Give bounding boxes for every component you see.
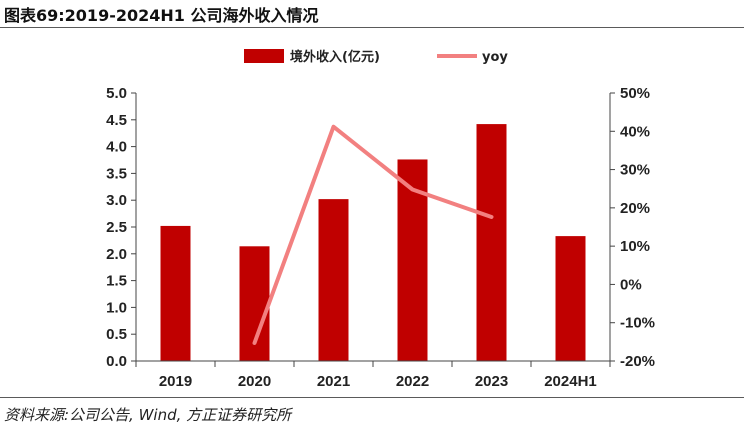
- left-tick-label: 0.0: [106, 353, 127, 370]
- source-divider: [0, 397, 744, 398]
- page-title: 图表69:2019-2024H1 公司海外收入情况: [4, 6, 319, 25]
- right-tick-label: -10%: [620, 315, 655, 332]
- x-tick-label: 2019: [159, 373, 192, 390]
- right-tick-label: 10%: [620, 238, 650, 255]
- left-tick-label: 4.5: [106, 112, 127, 129]
- left-tick-label: 4.0: [106, 139, 127, 156]
- right-tick-label: 40%: [620, 123, 650, 140]
- left-tick-label: 5.0: [106, 85, 127, 102]
- left-tick-label: 1.5: [106, 273, 127, 290]
- x-tick-label: 2024H1: [544, 373, 597, 390]
- source-note: 资料来源:公司公告, Wind, 方正证券研究所: [4, 406, 292, 424]
- line-series: [252, 124, 494, 345]
- legend-swatch-bar: [244, 49, 284, 63]
- left-tick-label: 0.5: [106, 326, 127, 343]
- legend-label-line: yoy: [482, 50, 508, 65]
- yoy-line: [252, 124, 494, 345]
- chart: 境外收入(亿元) yoy 0.0 0.5 1.0 1.5 2.0 2.5 3.0 3.5 4.0 4…: [106, 49, 655, 390]
- right-tick-label: 20%: [620, 200, 650, 217]
- left-tick-label: 3.5: [106, 165, 127, 182]
- right-tick-label: 30%: [620, 162, 650, 179]
- legend: 境外收入(亿元) yoy: [244, 49, 508, 65]
- right-tick-label: 50%: [620, 85, 650, 102]
- left-tick-label: 2.0: [106, 246, 127, 263]
- title-divider: [0, 27, 744, 28]
- bar: [160, 225, 191, 361]
- right-tick-label: -20%: [620, 353, 655, 370]
- bar: [318, 199, 349, 361]
- right-tick-label: 0%: [620, 276, 642, 293]
- right-axis: -20% -10% 0% 10% 20% 30% 40% 50%: [609, 85, 655, 370]
- left-tick-label: 3.0: [106, 192, 127, 209]
- bar: [476, 124, 507, 361]
- legend-label-bar: 境外收入(亿元): [290, 49, 380, 65]
- x-tick-label: 2020: [238, 373, 271, 390]
- x-axis: 2019 2020 2021 2022 2023 2024H1: [135, 360, 611, 390]
- left-tick-label: 2.5: [106, 219, 127, 236]
- left-tick-label: 1.0: [106, 299, 127, 316]
- bar: [555, 236, 586, 361]
- x-tick-label: 2021: [317, 373, 350, 390]
- x-tick-label: 2022: [396, 373, 429, 390]
- x-tick-label: 2023: [475, 373, 508, 390]
- left-axis: 0.0 0.5 1.0 1.5 2.0 2.5 3.0 3.5 4.0 4.5 5.0: [106, 85, 137, 370]
